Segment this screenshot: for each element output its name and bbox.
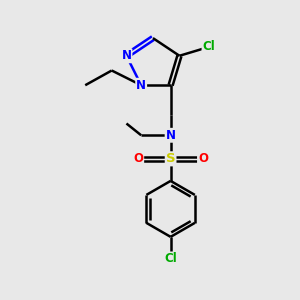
Text: Cl: Cl <box>202 40 215 53</box>
Text: O: O <box>198 152 208 165</box>
Text: N: N <box>166 129 176 142</box>
Text: S: S <box>166 152 175 165</box>
Text: N: N <box>122 49 131 62</box>
Text: Cl: Cl <box>164 252 177 266</box>
Text: N: N <box>136 79 146 92</box>
Text: O: O <box>133 152 143 165</box>
